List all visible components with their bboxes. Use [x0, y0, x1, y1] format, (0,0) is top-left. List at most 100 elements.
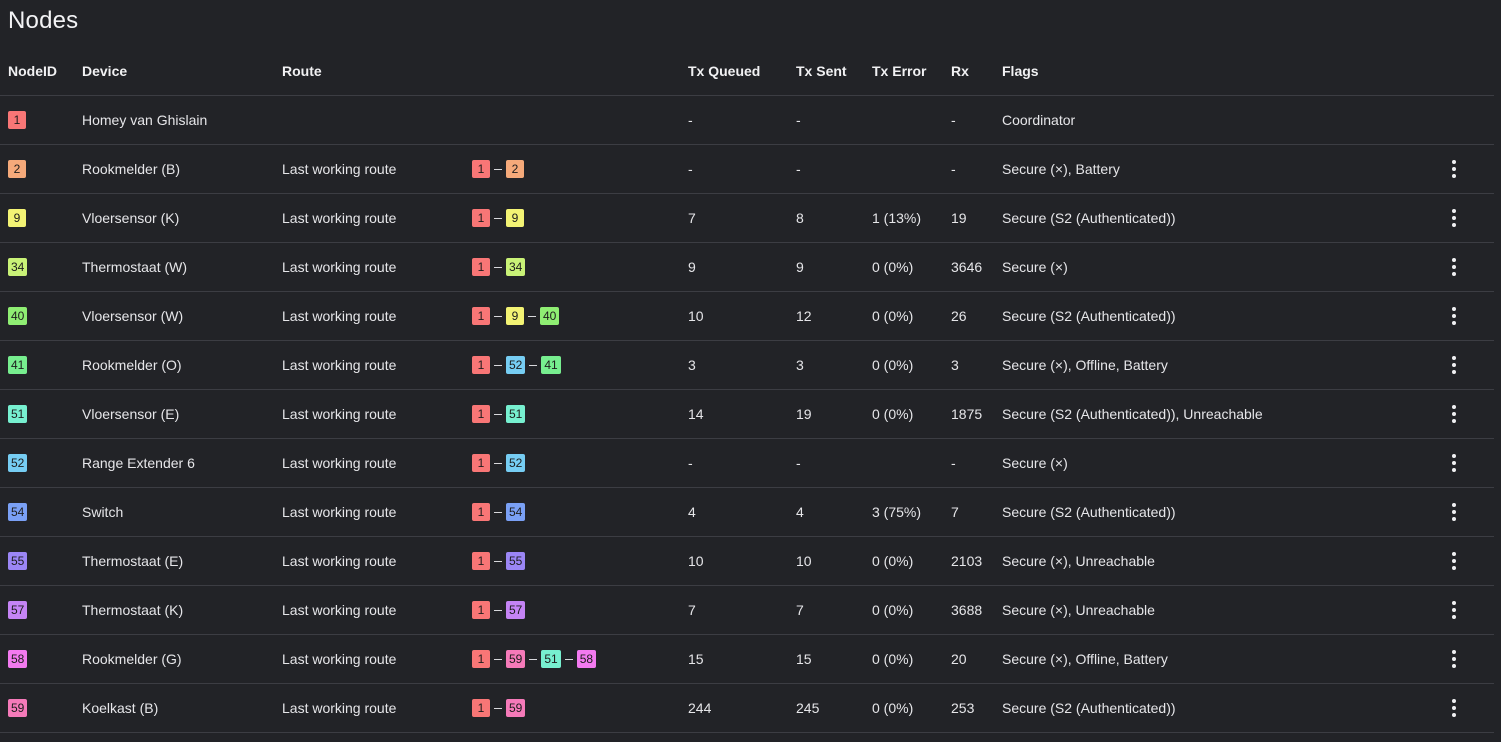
- table-row[interactable]: 59 Koelkast (B) Last working route 1 59 244 24…: [0, 683, 1494, 733]
- row-actions: [1442, 242, 1494, 292]
- column-header-device[interactable]: Device: [82, 46, 282, 96]
- column-header-route[interactable]: Route: [282, 46, 472, 96]
- device-name: Thermostaat (W): [82, 242, 282, 292]
- more-vert-icon[interactable]: [1442, 598, 1466, 622]
- more-vert-icon[interactable]: [1442, 353, 1466, 377]
- flags-value: Secure (×), Offline, Battery: [1002, 634, 1442, 684]
- route-connector: [494, 168, 502, 170]
- nodes-table: NodeID Device Route Tx Queued Tx Sent Tx…: [0, 46, 1494, 733]
- tx-queued-value: 14: [688, 389, 796, 439]
- node-id-badge: 40: [540, 307, 560, 326]
- table-body: 1 Homey van Ghislain - - - Coordinator 2 Rookme…: [0, 95, 1494, 733]
- more-vert-icon[interactable]: [1442, 206, 1466, 230]
- route-label: Last working route: [282, 291, 472, 341]
- tx-error-value: [872, 438, 951, 488]
- flags-value: Secure (S2 (Authenticated)), Unreachable: [1002, 389, 1442, 439]
- tx-sent-value: 10: [796, 536, 872, 586]
- rx-value: 3: [951, 340, 1002, 390]
- flags-value: Secure (×): [1002, 242, 1442, 292]
- node-id-cell: 41: [0, 340, 82, 390]
- table-row[interactable]: 40 Vloersensor (W) Last working route 1 9 40 1…: [0, 291, 1494, 341]
- node-id-cell: 51: [0, 389, 82, 439]
- node-id-cell: 59: [0, 683, 82, 733]
- table-row[interactable]: 51 Vloersensor (E) Last working route 1 51 14…: [0, 389, 1494, 439]
- route-connector: [494, 217, 502, 219]
- route-chain: 1 52 41: [472, 340, 688, 390]
- table-row[interactable]: 55 Thermostaat (E) Last working route 1 55 10…: [0, 536, 1494, 586]
- table-row[interactable]: 54 Switch Last working route 1 54 4 4 3 (75%) 7 S…: [0, 487, 1494, 537]
- column-header-tx-sent[interactable]: Tx Sent: [796, 46, 872, 96]
- tx-error-value: 3 (75%): [872, 487, 951, 537]
- column-header-nodeid[interactable]: NodeID: [0, 46, 82, 96]
- tx-sent-value: 12: [796, 291, 872, 341]
- node-id-badge: 58: [576, 650, 597, 669]
- column-header-rx[interactable]: Rx: [951, 46, 1002, 96]
- node-id-badge: 1: [472, 258, 490, 277]
- table-row[interactable]: 41 Rookmelder (O) Last working route 1 52 41 3…: [0, 340, 1494, 390]
- device-name: Koelkast (B): [82, 683, 282, 733]
- route-label: Last working route: [282, 683, 472, 733]
- tx-error-value: [872, 144, 951, 194]
- more-vert-icon[interactable]: [1442, 255, 1466, 279]
- tx-sent-value: 4: [796, 487, 872, 537]
- table-row[interactable]: 34 Thermostaat (W) Last working route 1 34 9 9…: [0, 242, 1494, 292]
- row-actions: [1442, 389, 1494, 439]
- route-chain: 1 34: [472, 242, 688, 292]
- column-header-flags[interactable]: Flags: [1002, 46, 1442, 96]
- more-vert-icon[interactable]: [1442, 402, 1466, 426]
- tx-queued-value: 7: [688, 193, 796, 243]
- more-vert-icon[interactable]: [1442, 500, 1466, 524]
- device-name: Thermostaat (K): [82, 585, 282, 635]
- table-row[interactable]: 9 Vloersensor (K) Last working route 1 9 7 8 1 …: [0, 193, 1494, 243]
- node-id-badge: 1: [472, 405, 490, 424]
- row-actions: [1442, 291, 1494, 341]
- more-vert-icon[interactable]: [1442, 647, 1466, 671]
- tx-error-value: 0 (0%): [872, 340, 951, 390]
- route-label: Last working route: [282, 242, 472, 292]
- node-id-cell: 34: [0, 242, 82, 292]
- route-chain: 1 52: [472, 438, 688, 488]
- node-id-badge: 59: [506, 650, 526, 669]
- flags-value: Secure (×), Unreachable: [1002, 536, 1442, 586]
- route-chain: 1 54: [472, 487, 688, 537]
- node-id-badge: 1: [472, 699, 490, 718]
- row-actions: [1442, 487, 1494, 537]
- column-header-tx-queued[interactable]: Tx Queued: [688, 46, 796, 96]
- rx-value: -: [951, 95, 1002, 145]
- tx-queued-value: -: [688, 95, 796, 145]
- table-row[interactable]: 52 Range Extender 6 Last working route 1 52 -…: [0, 438, 1494, 488]
- more-vert-icon[interactable]: [1442, 304, 1466, 328]
- more-vert-icon[interactable]: [1442, 157, 1466, 181]
- node-id-cell: 58: [0, 634, 82, 684]
- table-row[interactable]: 2 Rookmelder (B) Last working route 1 2- - - Se…: [0, 144, 1494, 194]
- node-id-badge: 1: [472, 209, 490, 228]
- node-id-badge: 1: [472, 552, 490, 571]
- tx-queued-value: 3: [688, 340, 796, 390]
- more-vert-icon[interactable]: [1442, 696, 1466, 720]
- more-vert-icon[interactable]: [1442, 451, 1466, 475]
- column-header-tx-error[interactable]: Tx Error: [872, 46, 951, 96]
- route-label: Last working route: [282, 438, 472, 488]
- table-row[interactable]: 58 Rookmelder (G) Last working route 1 59 51 5…: [0, 634, 1494, 684]
- row-actions: [1442, 340, 1494, 390]
- route-connector: [494, 609, 502, 611]
- table-row[interactable]: 1 Homey van Ghislain - - - Coordinator: [0, 95, 1494, 145]
- node-id-cell: 52: [0, 438, 82, 488]
- flags-value: Secure (×), Battery: [1002, 144, 1442, 194]
- node-id-badge: 40: [8, 307, 28, 326]
- rx-value: 2103: [951, 536, 1002, 586]
- column-header-actions: [1442, 46, 1494, 96]
- device-name: Rookmelder (B): [82, 144, 282, 194]
- more-vert-icon[interactable]: [1442, 549, 1466, 573]
- node-id-badge: 58: [8, 650, 28, 669]
- route-connector: [564, 658, 573, 660]
- rx-value: -: [951, 144, 1002, 194]
- node-id-badge: 9: [506, 307, 524, 326]
- node-id-badge: 9: [506, 209, 524, 228]
- route-connector: [494, 315, 502, 317]
- table-row[interactable]: 57 Thermostaat (K) Last working route 1 57 7 7…: [0, 585, 1494, 635]
- flags-value: Secure (S2 (Authenticated)): [1002, 193, 1442, 243]
